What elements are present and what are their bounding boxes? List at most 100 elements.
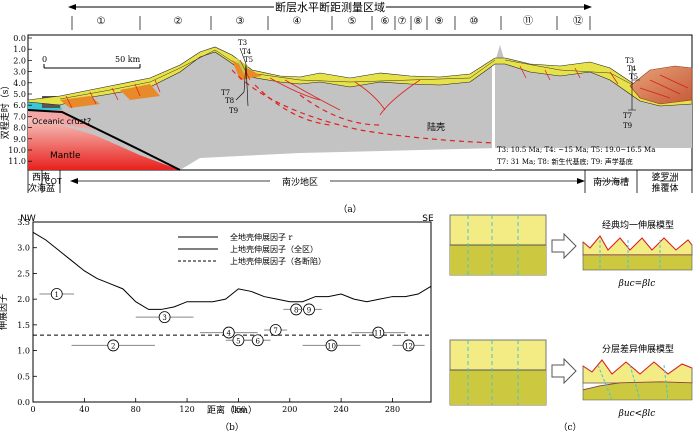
- zone-marker: ①: [97, 16, 106, 27]
- nw-label: NW: [20, 214, 36, 224]
- x-tick-label: 280: [385, 405, 400, 414]
- x-tick-label: 120: [179, 405, 194, 414]
- depression-marker: [325, 339, 338, 352]
- svg-text:T5: T5: [629, 73, 638, 81]
- continental-crust-label: 陆壳: [427, 121, 445, 133]
- measure-region-label: 断层水平断距测量区域: [275, 0, 385, 14]
- scale-zero: 0: [42, 55, 47, 64]
- x-tick-label: 240: [333, 405, 348, 414]
- y-tick-label: 4.0: [13, 79, 26, 88]
- region-cot-label: COT: [45, 177, 62, 186]
- depression-marker-label: 9: [307, 306, 311, 314]
- region-trough-label: 南沙海槽: [593, 176, 629, 188]
- mantle-label: Mantle: [50, 151, 81, 161]
- x-tick-label: 80: [131, 405, 141, 414]
- model-uniform-title: 经典均一伸展模型: [602, 219, 674, 231]
- section-break: [492, 50, 495, 170]
- svg-text:T3: T3: [625, 57, 634, 65]
- series-line-whole-crust: [32, 231, 432, 310]
- model-uniform-upper: [582, 235, 693, 256]
- svg-text:T3: T3: [238, 39, 247, 47]
- y-tick-label: 2.5: [17, 269, 30, 278]
- y-tick-label: 5.0: [13, 90, 26, 99]
- region-nansha-label: 南沙地区: [282, 176, 318, 188]
- x-tick-label: 160: [231, 405, 246, 414]
- mantle-body: [28, 118, 180, 170]
- caption-a: （a）: [338, 204, 361, 215]
- zone-marker: ⑪: [523, 15, 533, 27]
- depression-marker: [222, 326, 235, 339]
- moho-line: [27, 109, 181, 171]
- y-tick-label: 3.5: [17, 218, 30, 227]
- arrow-right-icon: [551, 357, 577, 385]
- depression-marker: [372, 326, 385, 339]
- x-tick-label: 200: [282, 405, 297, 414]
- zone-marker: ④: [293, 16, 302, 27]
- arrow-right-icon: [551, 232, 577, 260]
- zone-marker: ⑨: [435, 16, 444, 27]
- model-diff-title: 分层差异伸展模型: [602, 343, 674, 355]
- y-tick-label: 1.0: [17, 347, 30, 356]
- depression-marker: [232, 334, 245, 347]
- zone-marker: ②: [174, 16, 183, 27]
- depression-marker: [303, 303, 315, 316]
- zone-marker: ⑫: [573, 15, 583, 27]
- se-label: SE: [422, 214, 434, 224]
- legend-item-2: 上地壳伸展因子（全区）: [230, 244, 318, 254]
- sediment-cover: [27, 46, 693, 107]
- y-tick-label: 10.0: [8, 146, 26, 155]
- arrow-left-icon: [68, 4, 76, 10]
- y-tick-label: 6.0: [13, 101, 26, 110]
- y-axis-ticks: 0.0 1.0 2.0 3.0 4.0 5.0 6.0 7.0 8.0 9.0 10.0 11.0: [8, 34, 32, 166]
- y-tick-label: 11.0: [8, 157, 26, 166]
- y-tick-label: 8.0: [13, 124, 26, 133]
- oceanic-crust-label: Oceanic crust?: [32, 117, 91, 126]
- svg-text:T7: T7: [623, 112, 632, 120]
- legend-item-3: 上地壳伸展因子（各断陷）: [230, 256, 326, 266]
- depression-marker-label: 10: [327, 342, 336, 350]
- arrow-right-icon: [577, 178, 585, 184]
- y-tick-label: 2.0: [13, 56, 26, 65]
- svg-text:T7: T7: [221, 89, 230, 97]
- detachment-faults: [231, 69, 496, 144]
- zone-marker: ⑩: [470, 16, 479, 27]
- y-tick-label: 0.0: [17, 398, 30, 407]
- caption-c: （c）: [558, 422, 581, 433]
- zone-marker: ③: [236, 16, 245, 27]
- depression-marker-label: 8: [294, 306, 298, 314]
- arrow-left-icon: [70, 178, 78, 184]
- chart-axes: 0 40 80 120 160 200 240 280 0.0 0.5 1.0 1.5 2.0 2.5 3.…: [17, 218, 400, 414]
- y-tick-label: 0.5: [17, 372, 30, 381]
- svg-text:T4: T4: [242, 48, 252, 56]
- model-uniform-eq: βuc=βlc: [618, 279, 656, 289]
- region-borneo-label-1: 婆罗洲: [651, 171, 678, 183]
- region-sw-label-2: 次海盆: [28, 182, 55, 194]
- svg-text:T8: T8: [225, 97, 234, 105]
- depression-marker-label: 1: [55, 291, 59, 299]
- model-diff-eq: βuc<βlc: [618, 409, 656, 419]
- depression-marker: [402, 339, 415, 352]
- scale-label: 50 km: [115, 55, 141, 64]
- y-tick-label: 3.0: [13, 68, 26, 77]
- region-sw-label-1: 西南: [32, 171, 50, 183]
- y-tick-label: 9.0: [13, 135, 26, 144]
- legend-line-1: T3: 10.5 Ma; T4: ~15 Ma; T5: 19.0~16.5 M…: [497, 146, 655, 154]
- y-tick-label: 1.0: [13, 45, 26, 54]
- svg-text:T9: T9: [623, 122, 632, 130]
- depression-marker-label: 6: [255, 337, 260, 345]
- caption-b: （b）: [220, 422, 244, 433]
- y-tick-label: 2.0: [17, 295, 30, 304]
- y-axis-title: 双程走时（s）: [0, 81, 11, 140]
- y-tick-label: 7.0: [13, 112, 26, 121]
- zone-marker: ⑧: [414, 16, 423, 27]
- panel-c: 经典均一伸展模型 βuc=βlc 分层差异伸展模型 βuc<βlc （c）: [449, 214, 693, 433]
- arrow-right-icon: [584, 4, 592, 10]
- depression-marker-label: 2: [111, 342, 115, 350]
- depression-marker-label: 4: [227, 330, 232, 338]
- region-borneo-label-2: 推覆体: [651, 182, 678, 194]
- y-axis-title-b: 伸展因子: [0, 294, 9, 330]
- depression-marker-label: 5: [236, 337, 240, 345]
